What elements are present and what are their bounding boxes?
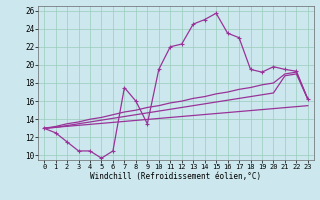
- X-axis label: Windchill (Refroidissement éolien,°C): Windchill (Refroidissement éolien,°C): [91, 172, 261, 181]
